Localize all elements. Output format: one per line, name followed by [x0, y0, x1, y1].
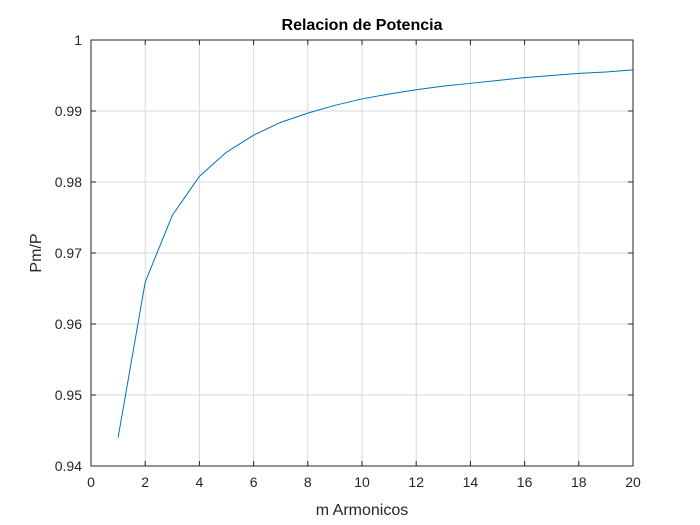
x-tick-label: 18 [571, 474, 587, 490]
y-axis-label: Pm/P [28, 233, 45, 272]
x-tick-label: 14 [463, 474, 479, 490]
x-tick-label: 8 [304, 474, 312, 490]
x-tick-label: 16 [517, 474, 533, 490]
x-tick-label: 4 [196, 474, 204, 490]
y-tick-labels: 0.94 0.95 0.96 0.97 0.98 0.99 1 [55, 32, 82, 474]
chart-title: Relacion de Potencia [282, 17, 443, 34]
y-tick-label: 0.99 [55, 103, 82, 119]
x-tick-label: 20 [625, 474, 641, 490]
x-tick-labels: 0 2 4 6 8 10 12 14 16 18 20 [87, 474, 641, 490]
y-tick-label: 0.95 [55, 387, 82, 403]
y-tick-label: 1 [74, 32, 82, 48]
series-layer [117, 69, 634, 438]
x-tick-label: 12 [408, 474, 424, 490]
x-tick-label: 2 [141, 474, 149, 490]
y-tick-label: 0.96 [55, 316, 82, 332]
x-axis-label: m Armonicos [316, 502, 408, 519]
y-tick-label: 0.97 [55, 245, 82, 261]
y-tick-label: 0.94 [55, 458, 82, 474]
y-tick-label: 0.98 [55, 174, 82, 190]
tick-marks [90, 39, 634, 467]
x-tick-label: 10 [354, 474, 370, 490]
series-line-0 [117, 69, 634, 438]
x-tick-label: 6 [250, 474, 258, 490]
x-tick-label: 0 [87, 474, 95, 490]
